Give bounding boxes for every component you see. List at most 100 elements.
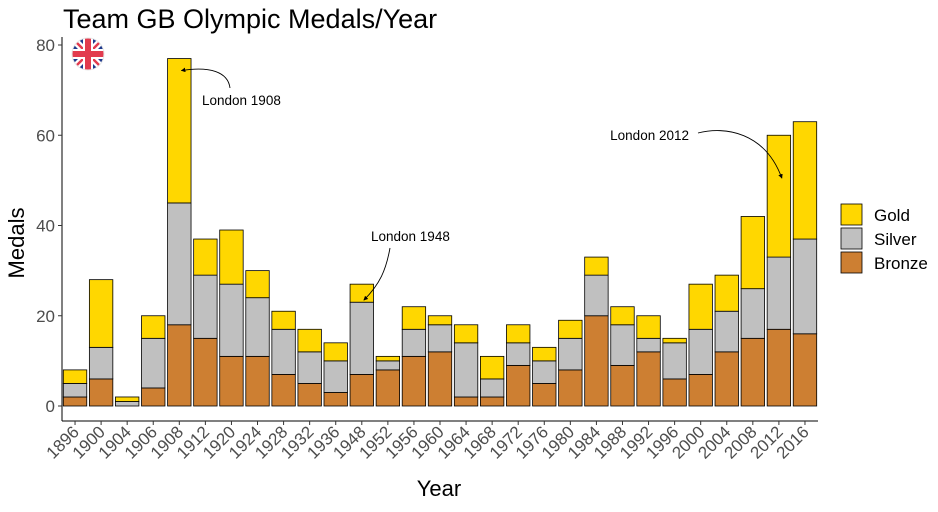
annotation-label-1948: London 1948 [371,229,450,244]
bar-bronze-1928 [271,374,296,407]
bar-gold-2000 [688,283,713,330]
bar-silver-1936 [323,360,348,393]
bar-bronze-1920 [219,355,244,407]
bar-bronze-1960 [427,351,453,407]
bar-bronze-1972 [506,364,531,407]
legend-label-bronze: Bronze [874,254,928,273]
y-tick-label: 40 [36,217,55,236]
bar-silver-1906 [141,337,166,389]
bar-silver-1900 [88,346,114,380]
bar-bronze-1948 [349,374,374,407]
bar-bronze-1984 [584,315,609,407]
chart-title: Team GB Olympic Medals/Year [63,4,437,34]
bar-silver-2008 [740,288,765,339]
bar-gold-1976 [532,346,557,362]
union-jack-flag-icon [71,37,105,71]
bar-silver-1928 [271,328,296,375]
bar-silver-1948 [349,301,374,375]
bar-silver-1932 [297,351,322,384]
bar-silver-2012 [766,256,792,330]
bar-bronze-1896 [62,396,88,407]
bar-bronze-1976 [532,383,557,407]
bar-silver-1984 [584,274,609,317]
bar-gold-1980 [558,319,583,339]
bar-gold-1984 [584,256,609,276]
bar-gold-2004 [714,274,739,312]
bar-gold-1996 [662,337,687,344]
legend-swatch-silver [840,227,863,250]
bar-gold-2016 [792,121,818,240]
bar-bronze-1956 [401,355,427,407]
bar-bronze-1906 [141,387,166,407]
bar-bronze-1968 [480,396,505,407]
x-axis-title: Year [417,476,461,501]
bar-bronze-1932 [297,383,322,407]
bar-silver-1968 [480,378,505,398]
plot-area: 0204060801896190019041906190819121920192… [36,36,818,463]
bar-silver-2004 [714,310,739,353]
bar-bronze-1900 [88,378,114,407]
bar-gold-1972 [506,324,531,344]
bar-bronze-2016 [792,333,818,407]
legend-swatch-bronze [840,251,863,274]
annotation-label-2012: London 2012 [610,128,689,143]
bar-bronze-1996 [662,378,687,407]
bar-silver-1960 [427,324,453,353]
bar-silver-1996 [662,342,687,380]
legend-label-silver: Silver [874,230,917,249]
bar-silver-1980 [558,337,583,371]
bar-gold-2008 [740,216,765,290]
legend-swatch-gold [840,203,863,226]
y-tick-label: 60 [36,126,55,145]
annotation-label-1908: London 1908 [202,93,281,108]
annotation-arrow-1908 [180,67,231,89]
bar-silver-1908 [167,202,192,326]
bar-gold-1912 [193,238,218,276]
bar-silver-1952 [375,360,400,371]
y-tick-label: 20 [36,307,55,326]
bar-gold-1928 [271,310,296,330]
bar-silver-2016 [792,238,818,335]
bar-bronze-1952 [375,369,400,407]
bar-gold-1960 [427,315,453,326]
bar-gold-1904 [115,396,140,402]
y-tick-label: 80 [36,36,55,55]
y-axis-title: Medals [4,208,29,279]
bar-gold-1896 [62,369,88,384]
bar-silver-1956 [401,328,427,357]
bar-bronze-2004 [714,351,739,407]
bar-gold-1908 [167,58,192,204]
bar-silver-1920 [219,283,244,357]
bar-silver-1964 [453,342,479,398]
bar-bronze-1936 [323,392,348,407]
bar-gold-2012 [766,134,792,258]
y-tick-label: 0 [46,397,55,416]
bar-bronze-1988 [610,364,635,407]
legend: Gold Silver Bronze [840,203,928,274]
bar-silver-1904 [115,401,140,407]
bar-silver-1976 [532,360,557,384]
bar-bronze-1964 [453,396,479,407]
bar-bronze-2012 [766,328,792,407]
bar-gold-1932 [297,328,322,353]
bar-silver-1896 [62,383,88,398]
annotation-arrow-2012 [697,130,783,179]
bar-bronze-1912 [193,337,218,407]
bar-gold-1968 [480,355,505,380]
bar-bronze-1992 [636,351,661,407]
bar-gold-1952 [375,355,400,362]
bar-gold-1920 [219,229,244,285]
bar-bronze-1924 [245,355,270,407]
annotation-arrow-1948 [363,247,391,301]
legend-label-gold: Gold [874,206,910,225]
bar-silver-1992 [636,337,661,353]
bar-bronze-1908 [167,324,192,407]
bar-gold-1924 [245,270,270,299]
bar-gold-1936 [323,342,348,362]
bar-silver-1924 [245,297,270,357]
bar-gold-1900 [88,279,114,348]
bar-gold-1906 [141,315,166,339]
bar-silver-1912 [193,274,218,339]
